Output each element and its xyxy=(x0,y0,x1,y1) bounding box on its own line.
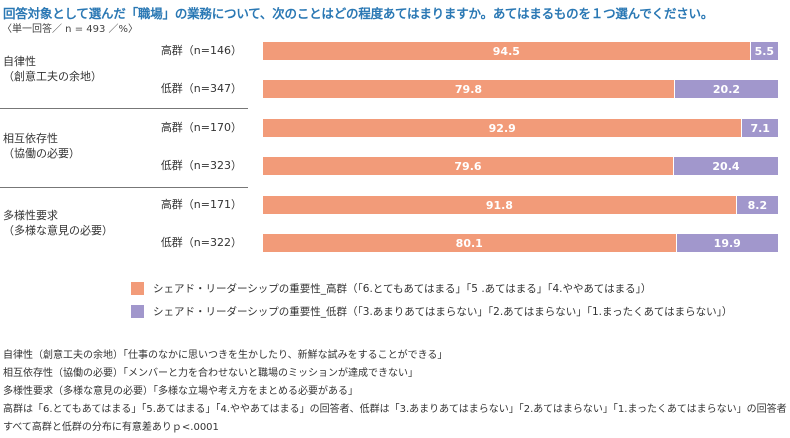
note-autonomy: 自律性（創意工夫の余地）「仕事のなかに思いつきを生かしたり、新鮮な試みをすること… xyxy=(3,350,448,361)
stacked-bar: 79.8 20.2 xyxy=(263,80,778,98)
bar-segment-low: 7.1 xyxy=(741,119,778,137)
stacked-bar: 80.1 19.9 xyxy=(263,234,778,252)
bar-segment-low: 5.5 xyxy=(749,42,778,60)
stacked-bar: 79.6 20.4 xyxy=(263,157,778,175)
row-label: 高群（n=171） xyxy=(160,198,242,211)
bar-segment-low: 20.4 xyxy=(672,157,778,175)
bar-segment-high: 80.1 xyxy=(263,234,676,252)
legend-item-low: シェアド・リーダーシップの重要性_低群（「3.あまりあてはまらない」「2.あては… xyxy=(131,304,732,319)
group-label-interdependence: 相互依存性 （協働の必要） xyxy=(3,132,80,160)
stacked-bar: 92.9 7.1 xyxy=(263,119,778,137)
row-label: 低群（n=323） xyxy=(160,159,242,172)
chart-title: 回答対象として選んだ「職場」の業務について、次のことはどの程度あてはまりますか。… xyxy=(3,6,714,21)
group-divider xyxy=(0,187,248,188)
row-label: 低群（n=347） xyxy=(160,82,242,95)
bar-segment-high: 91.8 xyxy=(263,196,736,214)
note-significance: すべて高群と低群の分布に有意差ありｐ<.0001 xyxy=(3,422,219,433)
stacked-bar: 94.5 5.5 xyxy=(263,42,778,60)
bar-segment-high: 92.9 xyxy=(263,119,742,137)
bar-segment-high: 79.8 xyxy=(263,80,674,98)
legend-swatch-high xyxy=(131,282,144,295)
note-diversity: 多様性要求（多様な意見の必要）「多様な立場や考え方をまとめる必要がある」 xyxy=(3,386,358,397)
footnotes: 自律性（創意工夫の余地）「仕事のなかに思いつきを生かしたり、新鮮な試みをすること… xyxy=(3,347,787,437)
bar-segment-low: 20.2 xyxy=(673,80,778,98)
bar-segment-high: 79.6 xyxy=(263,157,673,175)
group-label-autonomy: 自律性 （創意工夫の余地） xyxy=(3,55,102,83)
group-label-diversity: 多様性要求 （多様な意見の必要） xyxy=(3,209,113,237)
legend-item-high: シェアド・リーダーシップの重要性_高群（「6.とてもあてはまる」「5 .あてはま… xyxy=(131,281,651,296)
row-label: 高群（n=170） xyxy=(160,121,242,134)
legend-label-low: シェアド・リーダーシップの重要性_低群（「3.あまりあてはまらない」「2.あては… xyxy=(153,306,733,318)
row-label: 高群（n=146） xyxy=(160,44,242,57)
chart-subtitle: 〈単一回答／ n = 493 ／%〉 xyxy=(2,24,139,35)
legend-swatch-low xyxy=(131,305,144,318)
note-interdependence: 相互依存性（協働の必要）「メンバーと力を合わせないと職場のミッションが達成できな… xyxy=(3,368,418,379)
stacked-bar: 91.8 8.2 xyxy=(263,196,778,214)
legend-label-high: シェアド・リーダーシップの重要性_高群（「6.とてもあてはまる」「5 .あてはま… xyxy=(153,283,652,295)
row-label: 低群（n=322） xyxy=(160,236,242,249)
note-group-definition: 高群は「6.とてもあてはまる」「5.あてはまる」「4.ややあてはまる」の回答者、… xyxy=(3,404,787,415)
bar-segment-high: 94.5 xyxy=(263,42,750,60)
bar-segment-low: 19.9 xyxy=(675,234,778,252)
bar-segment-low: 8.2 xyxy=(735,196,778,214)
group-divider xyxy=(0,108,248,109)
